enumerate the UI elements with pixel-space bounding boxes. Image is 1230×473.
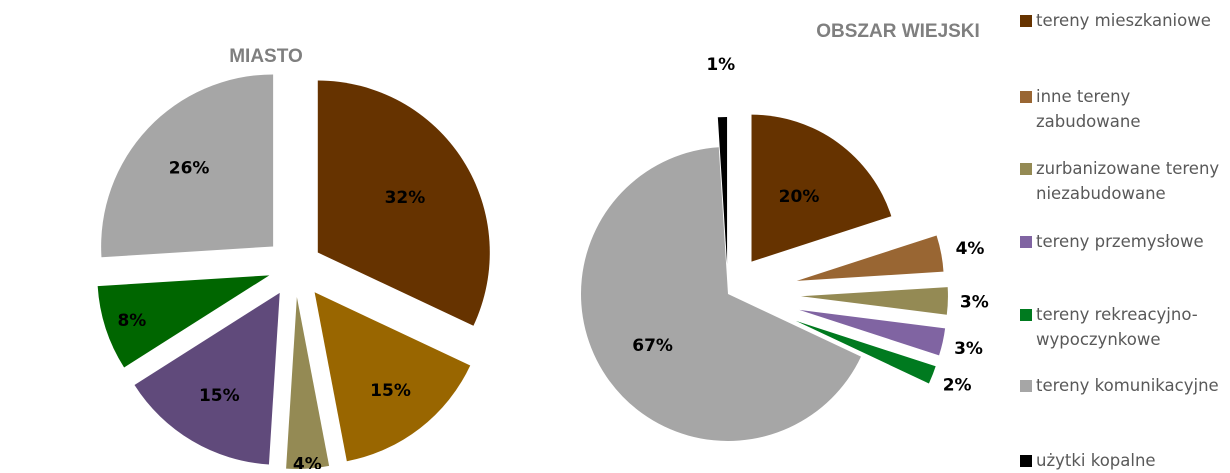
pie-slice xyxy=(286,296,330,469)
legend-item: zurbanizowane tereny niezabudowane xyxy=(1018,156,1230,206)
pie-slice xyxy=(800,287,948,315)
legend-label: zurbanizowane tereny niezabudowane xyxy=(1036,159,1220,203)
legend-swatch xyxy=(1020,236,1032,248)
pie-slice xyxy=(751,114,892,262)
data-label: 8% xyxy=(117,311,146,331)
pie-slice xyxy=(799,309,946,356)
data-label: 1% xyxy=(706,55,735,75)
legend-item: tereny przemysłowe xyxy=(1018,229,1230,254)
data-label: 3% xyxy=(954,339,983,359)
data-label: 3% xyxy=(960,293,989,313)
legend-label: użytki kopalne xyxy=(1036,451,1156,470)
pie-slice xyxy=(581,147,862,441)
data-label: 15% xyxy=(370,381,411,401)
legend-item: inne tereny zabudowane xyxy=(1018,84,1230,134)
legend-item: użytki kopalne xyxy=(1018,448,1230,473)
pie-slice xyxy=(795,320,936,384)
pie-slice xyxy=(317,80,490,326)
legend-swatch xyxy=(1020,380,1032,392)
pie-chart-obszar-wiejski: OBSZAR WIEJSKI 20% 4% 3% 3% 2% 67% 1% xyxy=(581,21,989,441)
pie-slice xyxy=(314,292,471,462)
legend-label: inne tereny zabudowane xyxy=(1036,87,1141,131)
legend-item: tereny rekreacyjno-wypoczynkowe xyxy=(1018,302,1230,352)
legend-swatch xyxy=(1020,309,1032,321)
legend-item: tereny komunikacyjne xyxy=(1018,373,1230,398)
pie-slice xyxy=(134,292,280,465)
pie-slice xyxy=(796,235,944,281)
data-label: 20% xyxy=(779,187,820,207)
legend-item: tereny mieszkaniowe xyxy=(1018,8,1230,33)
legend-label: tereny mieszkaniowe xyxy=(1036,11,1211,30)
data-label: 67% xyxy=(632,336,673,356)
data-label: 26% xyxy=(169,159,210,179)
data-label: 15% xyxy=(199,386,240,406)
legend-label: tereny komunikacyjne xyxy=(1036,376,1219,395)
pie-chart-miasto: MIASTO 32% 15% 4% 15% 8% 26% xyxy=(97,46,490,469)
pie-slice xyxy=(97,275,270,368)
data-label: 4% xyxy=(293,454,322,469)
legend-swatch xyxy=(1020,15,1032,27)
pie-slice xyxy=(101,74,274,258)
data-label: 2% xyxy=(943,376,972,396)
legend-swatch xyxy=(1020,91,1032,103)
pie-slice xyxy=(717,117,728,265)
data-label: 4% xyxy=(956,239,985,259)
legend-swatch xyxy=(1020,455,1032,467)
data-label: 32% xyxy=(385,188,426,208)
legend-label: tereny przemysłowe xyxy=(1036,232,1204,251)
chart-title: OBSZAR WIEJSKI xyxy=(816,21,980,42)
chart-title: MIASTO xyxy=(229,46,303,67)
legend-label: tereny rekreacyjno-wypoczynkowe xyxy=(1036,305,1198,349)
legend-swatch xyxy=(1020,163,1032,175)
